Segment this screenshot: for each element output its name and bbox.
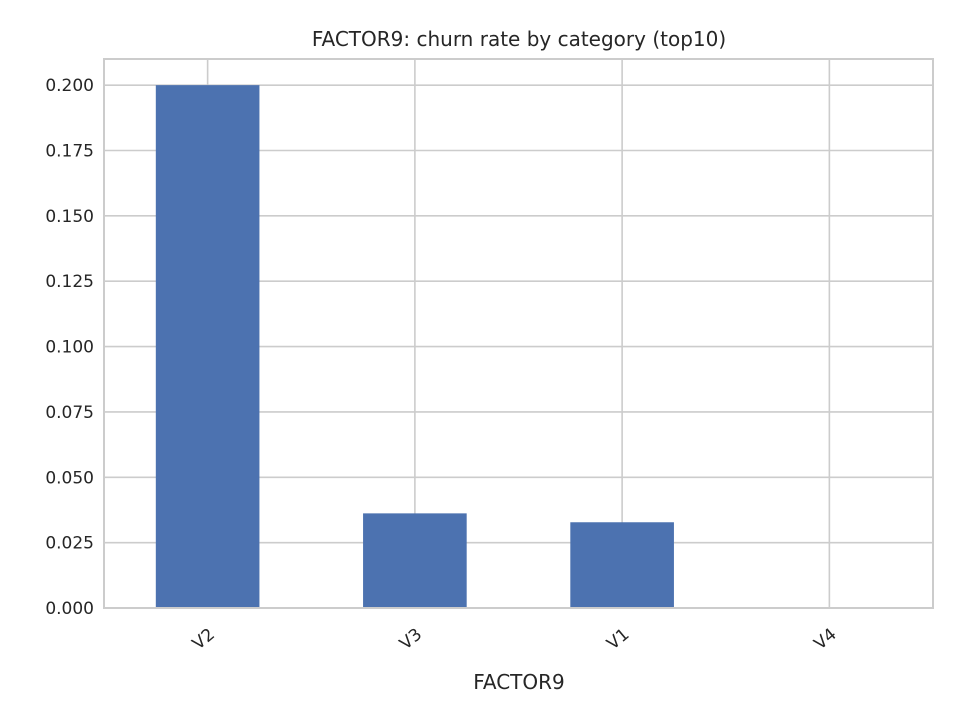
y-tick-label: 0.200 xyxy=(45,76,94,96)
x-tick-label: V2 xyxy=(189,625,219,655)
x-axis-label: FACTOR9 xyxy=(473,670,565,694)
y-tick-label: 0.025 xyxy=(45,534,94,554)
y-tick-label: 0.175 xyxy=(45,142,94,162)
bars xyxy=(155,85,674,608)
x-tick-labels: V2 V3 V1 V4 xyxy=(189,625,841,655)
y-tick-label: 0.100 xyxy=(45,338,94,358)
plot-frame xyxy=(103,58,934,609)
x-tick-label: V4 xyxy=(811,625,841,655)
bar-v2 xyxy=(155,85,260,608)
chart-title: FACTOR9: churn rate by category (top10) xyxy=(312,27,726,51)
x-tick-label: V1 xyxy=(603,625,633,655)
y-tick-label: 0.125 xyxy=(45,272,94,292)
bar-v3 xyxy=(363,513,467,608)
bar-v1 xyxy=(570,522,674,608)
y-tick-label: 0.150 xyxy=(45,207,94,227)
y-tick-labels: 0.000 0.025 0.050 0.075 0.100 0.125 0.150 0.175… xyxy=(45,76,94,619)
y-tick-label: 0.050 xyxy=(45,468,94,488)
x-tick-label: V3 xyxy=(396,625,426,655)
y-tick-label: 0.000 xyxy=(45,599,94,619)
y-tick-label: 0.075 xyxy=(45,403,94,423)
